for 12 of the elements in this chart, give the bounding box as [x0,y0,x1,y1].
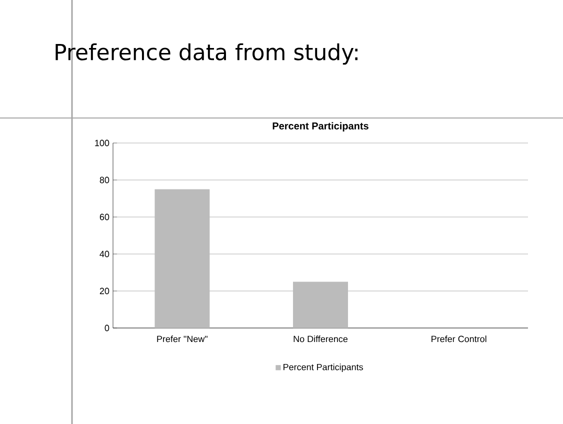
legend-label: Percent Participants [284,364,363,372]
y-tick-label: 100 [95,140,110,146]
x-tick-label: Prefer Control [432,336,486,342]
chart-title: Preference data from study: [56,43,358,65]
y-tick-label: 60 [100,214,110,220]
x-tick-label: No Difference [294,336,348,342]
y-tick-label: 0 [104,324,110,332]
y-tick-label: 80 [100,176,110,184]
y-tick-label: 40 [100,250,110,258]
chart-subtitle: Percent Participants [272,122,368,132]
y-tick-label: 20 [100,288,110,294]
x-tick-label: Prefer "New" [157,336,208,342]
